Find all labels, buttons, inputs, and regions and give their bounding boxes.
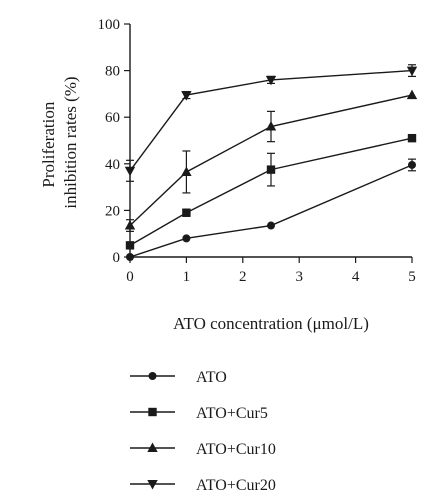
data-point bbox=[266, 165, 276, 174]
ticks: 0 20 40 60 80 100 0 1 2 3 4 5 bbox=[98, 17, 416, 285]
series-ato-cur10 bbox=[124, 89, 418, 232]
x-tick-label: 5 bbox=[408, 269, 416, 285]
y-axis-title-line-1: Proliferation bbox=[39, 101, 58, 187]
data-point bbox=[181, 91, 192, 101]
y-tick-label: 60 bbox=[105, 110, 120, 126]
legend: ATO ATO+Cur5 ATO+Cur10 ATO+Cur20 bbox=[130, 369, 276, 494]
legend-label: ATO+Cur5 bbox=[196, 405, 268, 422]
series-ato bbox=[126, 158, 416, 261]
data-point bbox=[125, 241, 135, 250]
y-tick-label: 100 bbox=[98, 17, 121, 33]
data-point bbox=[182, 234, 191, 243]
legend-item: ATO+Cur10 bbox=[130, 441, 276, 458]
legend-marker bbox=[148, 407, 157, 417]
y-tick-label: 0 bbox=[113, 250, 121, 266]
data-point bbox=[408, 160, 416, 169]
legend-label: ATO+Cur10 bbox=[196, 441, 276, 458]
series-layer bbox=[124, 64, 418, 261]
legend-marker bbox=[148, 372, 157, 380]
data-point bbox=[124, 166, 136, 177]
legend-marker bbox=[147, 442, 158, 452]
y-axis-title-line-2: inhibition rates (%) bbox=[61, 76, 80, 208]
series-line bbox=[129, 164, 413, 258]
series-line bbox=[129, 69, 413, 172]
data-point bbox=[124, 220, 136, 230]
data-point bbox=[265, 121, 277, 131]
x-axis-title: ATO concentration (μmol/L) bbox=[173, 314, 369, 333]
series-line bbox=[129, 137, 413, 246]
x-tick-label: 3 bbox=[295, 269, 303, 285]
x-tick-label: 0 bbox=[126, 269, 134, 285]
series-ato-cur5 bbox=[125, 133, 417, 250]
data-point bbox=[181, 166, 192, 176]
legend-label: ATO+Cur20 bbox=[196, 477, 276, 494]
y-tick-label: 40 bbox=[105, 157, 120, 173]
data-point bbox=[407, 133, 417, 143]
legend-item: ATO bbox=[130, 369, 227, 386]
data-point bbox=[182, 208, 191, 217]
data-point bbox=[406, 89, 418, 100]
series-ato-cur20 bbox=[124, 64, 418, 182]
data-point bbox=[406, 66, 418, 77]
legend-item: ATO+Cur20 bbox=[130, 477, 276, 494]
data-point bbox=[126, 253, 134, 261]
legend-marker bbox=[147, 480, 158, 490]
y-tick-label: 80 bbox=[105, 64, 120, 80]
y-axis-title: Proliferation inhibition rates (%) bbox=[39, 76, 80, 208]
y-tick-label: 20 bbox=[105, 203, 120, 219]
data-point bbox=[265, 75, 277, 86]
x-tick-label: 4 bbox=[352, 269, 360, 285]
legend-item: ATO+Cur5 bbox=[130, 405, 268, 422]
data-point bbox=[267, 221, 275, 230]
legend-label: ATO bbox=[196, 369, 227, 386]
series-line bbox=[129, 94, 413, 227]
x-tick-label: 1 bbox=[183, 269, 191, 285]
x-tick-label: 2 bbox=[239, 269, 247, 285]
axes bbox=[129, 24, 412, 258]
